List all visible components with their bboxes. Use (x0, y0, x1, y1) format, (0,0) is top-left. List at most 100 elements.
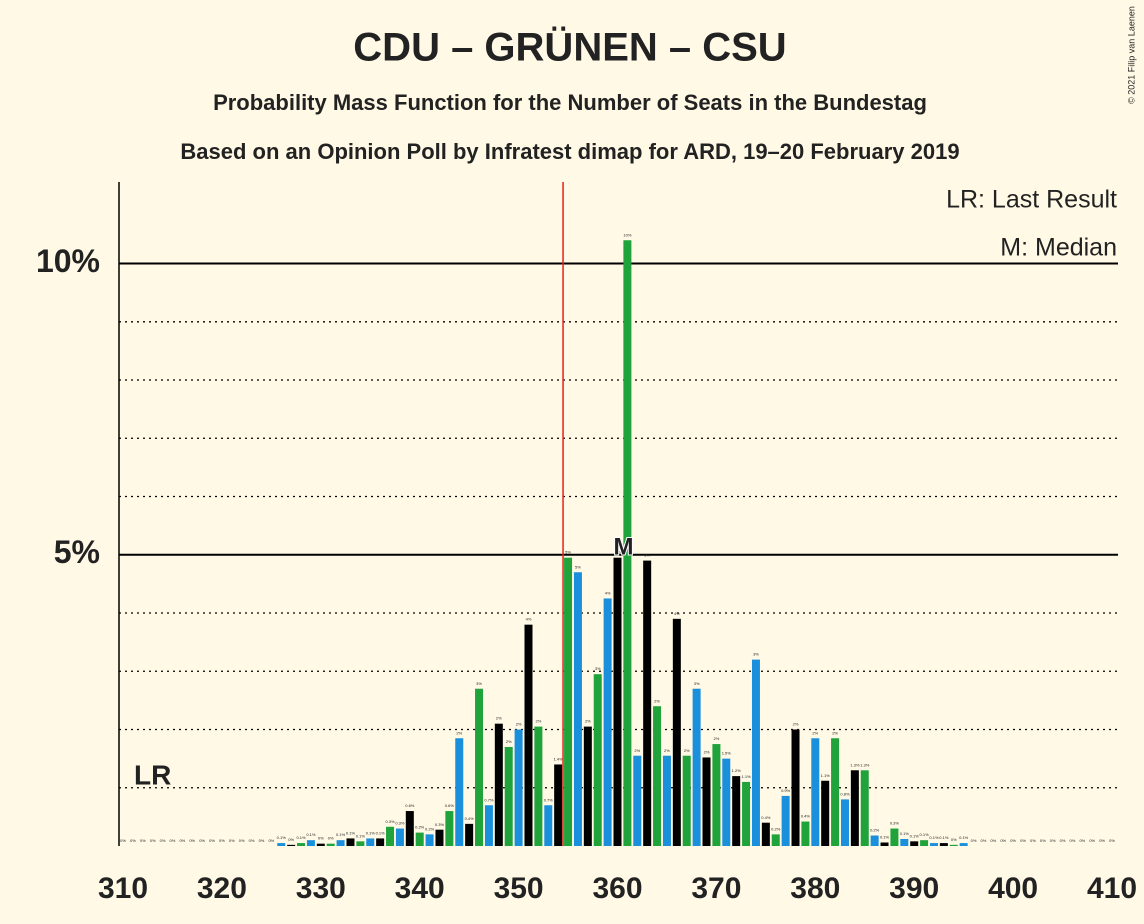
value-label: 0% (229, 838, 235, 843)
x-tick-label: 320 (197, 872, 247, 905)
bar (801, 821, 810, 846)
value-label: 0% (1070, 838, 1076, 843)
value-label: 2% (714, 736, 720, 741)
bar (425, 834, 434, 846)
bar (949, 844, 958, 846)
bar (939, 843, 948, 846)
value-label: 2% (793, 722, 799, 727)
bar (376, 838, 385, 846)
value-label: 3% (694, 681, 700, 686)
value-label: 0.1% (346, 830, 356, 835)
value-label: 2% (832, 730, 838, 735)
chart-subtitle: Based on an Opinion Poll by Infratest di… (180, 139, 959, 164)
value-label: 0.6% (445, 803, 455, 808)
value-label: 0% (1079, 838, 1085, 843)
legend-entry: M: Median (1000, 234, 1117, 262)
value-label: 0% (328, 836, 334, 841)
value-label: 0% (1089, 838, 1095, 843)
bar (722, 758, 731, 846)
value-label: 0% (160, 838, 166, 843)
bar (791, 729, 800, 846)
value-label: 0% (990, 838, 996, 843)
value-label: 0.2% (771, 826, 781, 831)
bar (890, 828, 899, 846)
bar (316, 843, 325, 846)
bar (593, 674, 602, 846)
chart-subtitle: Probability Mass Function for the Number… (213, 90, 927, 115)
bar (287, 844, 296, 846)
value-label: 5% (615, 550, 621, 555)
bar (336, 840, 345, 846)
bar (514, 729, 523, 846)
bar (504, 746, 513, 846)
value-label: 0.9% (781, 788, 791, 793)
bar (662, 755, 671, 846)
value-label: 0% (179, 838, 185, 843)
value-label: 5% (575, 564, 581, 569)
value-label: 2% (535, 719, 541, 724)
legend-entry: LR: Last Result (946, 186, 1117, 214)
value-label: 0% (1109, 838, 1115, 843)
value-label: 0.1% (366, 830, 376, 835)
value-label: 1.1% (742, 774, 752, 779)
x-tick-label: 350 (494, 872, 544, 905)
x-tick-label: 330 (296, 872, 346, 905)
value-label: 0.4% (801, 814, 811, 819)
bar (910, 841, 919, 846)
bar (583, 726, 592, 846)
bar (435, 829, 444, 846)
bar (445, 811, 454, 846)
value-label: 2% (664, 748, 670, 753)
value-label: 0% (209, 838, 215, 843)
value-label: 0% (170, 838, 176, 843)
value-label: 0.3% (890, 821, 900, 826)
bar (465, 823, 474, 846)
value-label: 0% (1030, 838, 1036, 843)
value-label: 0.4% (465, 816, 475, 821)
x-tick-label: 360 (592, 872, 642, 905)
value-label: 1.3% (850, 762, 860, 767)
last-result-label: LR (134, 759, 171, 790)
bar (405, 811, 414, 846)
value-label: 0.6% (405, 803, 415, 808)
bar (277, 843, 286, 846)
x-tick-label: 410 (1087, 872, 1137, 905)
value-label: 0.3% (395, 821, 405, 826)
value-label: 0% (259, 838, 265, 843)
x-tick-label: 340 (395, 872, 445, 905)
bar (603, 598, 612, 846)
x-tick-label: 390 (889, 872, 939, 905)
value-label: 4% (526, 617, 532, 622)
bar (712, 744, 721, 846)
value-label: 0% (150, 838, 156, 843)
value-label: 0.2% (870, 828, 880, 833)
value-label: 5% (565, 550, 571, 555)
bar (761, 822, 770, 846)
value-label: 0% (951, 837, 957, 842)
bar (366, 838, 375, 846)
bar (840, 799, 849, 846)
bar (672, 618, 681, 846)
y-tick-label: 10% (36, 243, 100, 279)
value-label: 2% (516, 722, 522, 727)
x-tick-label: 310 (98, 872, 148, 905)
value-label: 0.1% (306, 832, 316, 837)
bar (633, 755, 642, 846)
bar (732, 776, 741, 846)
value-label: 2% (812, 730, 818, 735)
value-label: 2% (704, 750, 710, 755)
bar (534, 726, 543, 846)
value-label: 0% (140, 838, 146, 843)
bar (742, 781, 751, 846)
value-label: 0% (981, 838, 987, 843)
value-label: 0% (1020, 838, 1026, 843)
value-label: 0% (1000, 838, 1006, 843)
bar (475, 688, 484, 846)
value-label: 2% (684, 748, 690, 753)
bar (346, 838, 355, 846)
value-label: 0% (318, 836, 324, 841)
bar (682, 755, 691, 846)
value-label: 2% (456, 730, 462, 735)
bar (623, 240, 632, 847)
